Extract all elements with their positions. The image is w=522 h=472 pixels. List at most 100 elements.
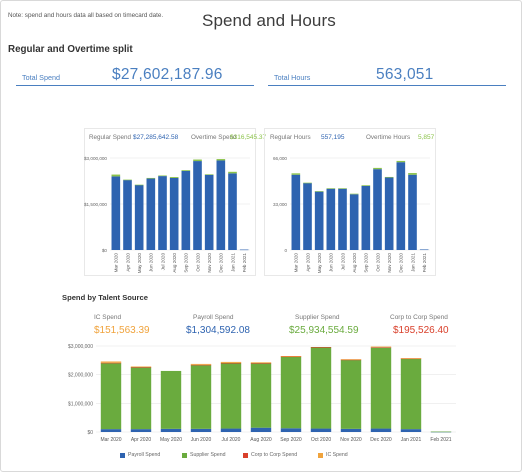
bar-overtime-spend[interactable] [134, 184, 144, 186]
bar-supplier-spend[interactable] [250, 363, 272, 428]
bar-overtime-spend[interactable] [123, 179, 132, 181]
bar-regular-hours[interactable] [408, 174, 417, 250]
bar-regular-hours[interactable] [314, 191, 324, 250]
bar-overtime-hours[interactable] [373, 167, 382, 170]
bar-overtime-spend[interactable] [204, 174, 214, 175]
bar-regular-spend[interactable] [134, 184, 144, 250]
bar-payroll-spend[interactable] [400, 429, 422, 432]
bar-regular-spend[interactable] [204, 174, 214, 250]
bar-regular-hours[interactable] [349, 194, 359, 250]
bar-payroll-spend[interactable] [130, 429, 152, 432]
bar-regular-hours[interactable] [373, 169, 382, 250]
bar-regular-spend[interactable] [181, 170, 191, 250]
bar-payroll-spend[interactable] [190, 428, 212, 432]
bar-corp-to-corp-spend[interactable] [310, 347, 332, 348]
bar-overtime-spend[interactable] [193, 159, 202, 162]
bar-overtime-spend[interactable] [169, 177, 179, 178]
x-tick-label: Jun 2020 [191, 437, 212, 443]
bar-supplier-spend[interactable] [400, 358, 422, 430]
legend-item-supplier[interactable]: Supplier Spend [182, 452, 225, 458]
bar-corp-to-corp-spend[interactable] [100, 362, 122, 364]
bar-ic-spend[interactable] [370, 346, 392, 348]
x-tick-label: Apr 2020 [131, 437, 152, 443]
bar-payroll-spend[interactable] [370, 428, 392, 432]
bar-regular-spend[interactable] [228, 173, 237, 250]
bar-regular-spend[interactable] [111, 176, 121, 250]
x-tick-label: Sep 2020 [364, 253, 369, 273]
bar-ic-spend[interactable] [130, 366, 152, 368]
bar-overtime-spend[interactable] [216, 159, 226, 161]
bar-corp-to-corp-spend[interactable] [250, 363, 272, 364]
bar-corp-to-corp-spend[interactable] [220, 362, 242, 364]
bar-supplier-spend[interactable] [220, 363, 242, 429]
bar-corp-to-corp-spend[interactable] [190, 364, 212, 366]
bar-overtime-hours[interactable] [384, 176, 394, 178]
bar-regular-hours[interactable] [338, 188, 347, 250]
bar-supplier-spend[interactable] [430, 431, 452, 433]
bar-regular-hours[interactable] [303, 183, 312, 250]
bar-regular-spend[interactable] [169, 177, 179, 250]
bar-overtime-hours[interactable] [303, 182, 312, 184]
bar-supplier-spend[interactable] [340, 360, 362, 429]
payroll-swatch [120, 452, 125, 458]
bar-ic-spend[interactable] [100, 361, 122, 363]
bar-overtime-spend[interactable] [146, 177, 156, 179]
bar-overtime-hours[interactable] [349, 193, 359, 195]
regular-spend-legend-label: Regular Spend [89, 134, 132, 141]
x-tick-label: Mar 2020 [294, 253, 299, 273]
bar-payroll-spend[interactable] [220, 428, 242, 432]
bar-supplier-spend[interactable] [190, 365, 212, 429]
legend-item-c2c[interactable]: Corp to Corp Spend [243, 452, 297, 458]
x-tick-label: Jun 2020 [329, 253, 334, 272]
bar-overtime-hours[interactable] [396, 160, 406, 163]
bar-overtime-hours[interactable] [314, 191, 324, 192]
bar-payroll-spend[interactable] [280, 428, 302, 432]
bar-supplier-spend[interactable] [160, 370, 182, 429]
bar-payroll-spend[interactable] [310, 428, 332, 432]
bar-overtime-hours[interactable] [361, 185, 371, 186]
bar-overtime-spend[interactable] [111, 174, 121, 177]
bar-overtime-spend[interactable] [228, 171, 237, 174]
bar-overtime-hours[interactable] [408, 173, 417, 175]
x-tick-label: Nov 2020 [340, 437, 362, 443]
bar-ic-spend[interactable] [280, 356, 302, 357]
bar-corp-to-corp-spend[interactable] [280, 356, 302, 358]
bar-regular-spend[interactable] [193, 161, 202, 250]
bar-regular-hours[interactable] [396, 162, 406, 250]
bar-corp-to-corp-spend[interactable] [340, 359, 362, 361]
bar-regular-spend[interactable] [158, 176, 167, 250]
bar-supplier-spend[interactable] [130, 367, 152, 430]
bar-supplier-spend[interactable] [100, 363, 122, 430]
bar-regular-spend[interactable] [239, 249, 249, 251]
bar-payroll-spend[interactable] [100, 429, 122, 432]
bar-overtime-hours[interactable] [326, 188, 336, 189]
bar-corp-to-corp-spend[interactable] [130, 367, 152, 368]
bar-ic-spend[interactable] [340, 359, 362, 360]
bar-supplier-spend[interactable] [310, 347, 332, 429]
bar-ic-spend[interactable] [400, 358, 422, 359]
bar-overtime-spend[interactable] [158, 175, 167, 177]
bar-regular-hours[interactable] [326, 188, 336, 250]
bar-supplier-spend[interactable] [280, 356, 302, 429]
bar-ic-spend[interactable] [190, 363, 212, 365]
bar-corp-to-corp-spend[interactable] [370, 347, 392, 348]
bar-regular-spend[interactable] [123, 180, 132, 250]
bar-overtime-hours[interactable] [291, 173, 301, 175]
bar-payroll-spend[interactable] [160, 428, 182, 432]
c2c-spend-label: Corp to Corp Spend [390, 314, 448, 321]
bar-overtime-hours[interactable] [338, 188, 347, 189]
bar-regular-hours[interactable] [419, 249, 429, 251]
bar-supplier-spend[interactable] [370, 347, 392, 429]
bar-regular-hours[interactable] [384, 177, 394, 250]
legend-item-ic[interactable]: IC Spend [318, 452, 348, 458]
legend-item-payroll[interactable]: Payroll Spend [120, 452, 160, 458]
bar-regular-hours[interactable] [291, 174, 301, 250]
bar-payroll-spend[interactable] [340, 428, 362, 432]
bar-regular-spend[interactable] [216, 160, 226, 250]
bar-ic-spend[interactable] [250, 362, 272, 364]
bar-regular-hours[interactable] [361, 185, 371, 250]
bar-overtime-spend[interactable] [181, 170, 191, 171]
bar-regular-spend[interactable] [146, 178, 156, 250]
bar-ic-spend[interactable] [220, 361, 242, 363]
bar-payroll-spend[interactable] [250, 427, 272, 432]
